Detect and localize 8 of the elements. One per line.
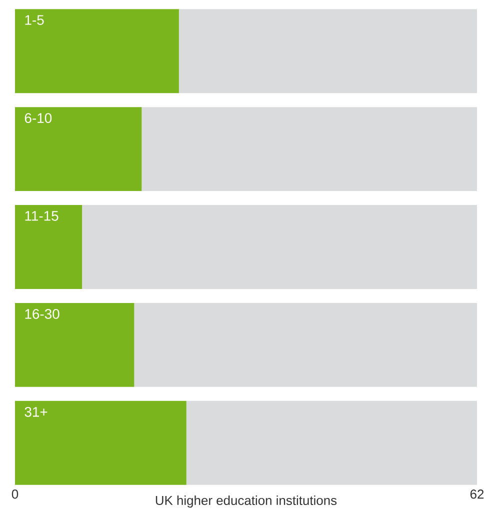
- y-tick-label: 1-5: [25, 15, 44, 25]
- x-axis-title: UK higher education institutions: [156, 496, 337, 508]
- y-tick-label: 31+: [24, 406, 48, 417]
- x-tick-label: 0: [12, 490, 18, 499]
- y-tick-label: 11-15: [25, 211, 58, 221]
- x-tick-label: 62: [470, 490, 484, 499]
- y-tick-label: 6-10: [24, 113, 52, 124]
- y-tick-label: 16-30: [25, 309, 60, 319]
